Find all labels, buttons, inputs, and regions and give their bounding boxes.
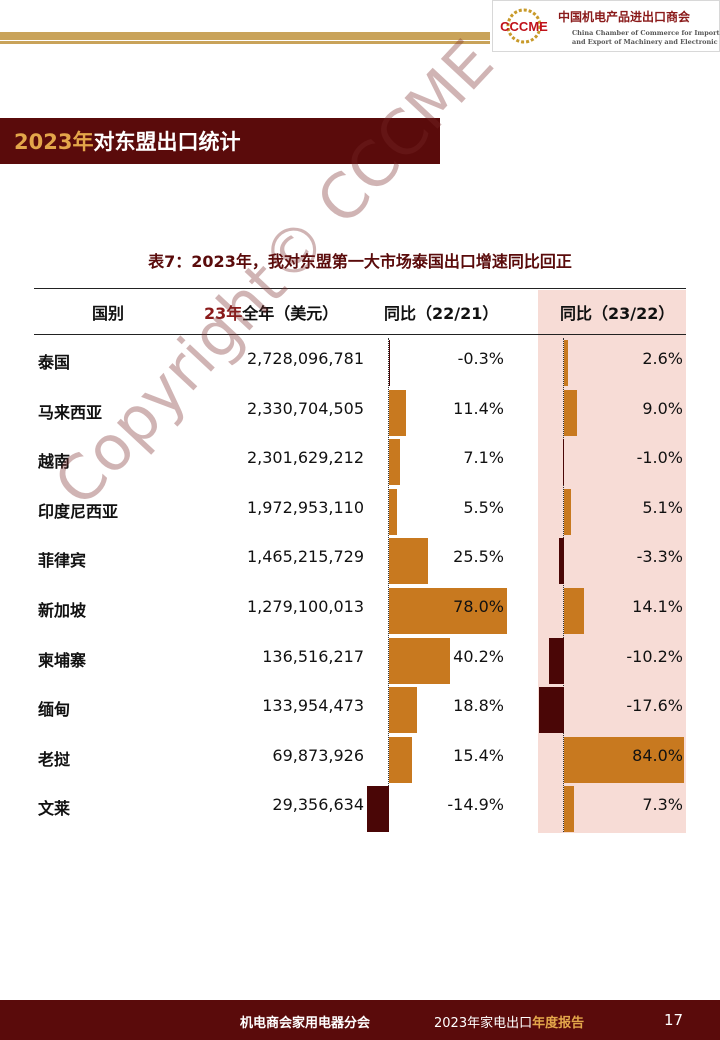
yoy-2221-bar [389, 687, 418, 734]
row-yoy-2221: 78.0% [453, 597, 504, 616]
footer-report-title-plain: 2023年家电出口 [434, 1016, 533, 1031]
col-header-value-year: 23年 [204, 304, 243, 323]
header-stripe-thin [0, 41, 490, 44]
footer-bar [0, 1000, 720, 1040]
cccme-logo-icon: CCCME [500, 8, 548, 44]
row-export-value: 133,954,473 [262, 696, 364, 716]
page-number: 17 [664, 1011, 684, 1029]
row-country: 文莱 [38, 799, 71, 819]
row-yoy-2221: 25.5% [453, 547, 504, 567]
row-yoy-2322: -3.3% [636, 547, 683, 567]
row-country: 马来西亚 [38, 402, 103, 422]
row-yoy-2221: 7.1% [463, 448, 504, 468]
row-country: 越南 [38, 452, 71, 472]
org-name-en-line1: China Chamber of Commerce for Import [572, 29, 720, 37]
yoy-2322-bar [538, 687, 564, 734]
row-yoy-2221: -0.3% [457, 349, 504, 368]
yoy-2322-bar [564, 736, 685, 783]
row-yoy-2322: 9.0% [642, 398, 683, 418]
yoy-2322-bar [564, 786, 575, 833]
col-header-yoy-2322: 同比（23/22） [560, 304, 675, 323]
svg-text:CCCME: CCCME [500, 19, 548, 34]
footer-report-title: 2023年家电出口年度报告 [434, 1012, 584, 1031]
yoy-2221-bar [366, 786, 389, 833]
row-export-value: 1,279,100,013 [246, 597, 364, 616]
col-header-yoy-2221: 同比（22/21） [384, 304, 499, 323]
yoy-2221-bar [389, 588, 507, 634]
row-yoy-2221: 11.4% [453, 398, 504, 418]
row-export-value: 69,873,926 [272, 745, 364, 765]
yoy-2322-bar [562, 439, 564, 486]
yoy-2221-bar [389, 637, 450, 684]
row-country: 泰国 [38, 353, 71, 372]
header-stripe [0, 32, 490, 40]
row-yoy-2322: -17.6% [626, 696, 683, 716]
row-yoy-2221: 18.8% [453, 696, 504, 716]
yoy-2322-zero-axis [563, 338, 564, 832]
copyright-watermark: Copyright© CCCME [40, 25, 508, 520]
yoy-2221-zero-axis [388, 338, 389, 832]
row-export-value: 136,516,217 [262, 646, 364, 666]
row-country: 印度尼西亚 [38, 501, 119, 521]
col-header-value: 23年全年（美元） [204, 300, 338, 324]
row-yoy-2322: -1.0% [636, 448, 683, 468]
row-export-value: 2,728,096,781 [246, 349, 364, 368]
yoy-2221-bar [389, 439, 400, 486]
yoy-2322-bar [564, 389, 577, 436]
row-country: 老挝 [38, 749, 71, 769]
yoy-2322-bar [559, 538, 564, 585]
footer-org: 机电商会家用电器分会 [240, 1016, 371, 1031]
section-title-text: 对东盟出口统计 [93, 130, 241, 154]
row-yoy-2322: 5.1% [642, 497, 683, 517]
row-yoy-2221: -14.9% [447, 795, 504, 815]
row-export-value: 1,972,953,110 [246, 497, 364, 517]
row-country: 菲律宾 [38, 551, 87, 571]
row-yoy-2322: 14.1% [632, 597, 683, 616]
yoy-2322-bar [564, 340, 568, 386]
row-yoy-2221: 15.4% [453, 745, 504, 765]
row-country: 缅甸 [38, 700, 71, 720]
row-export-value: 29,356,634 [272, 795, 364, 815]
section-title-bar [0, 118, 440, 164]
yoy-2221-bar [389, 488, 398, 535]
yoy-2221-bar [388, 340, 390, 386]
col-header-value-rest: 全年（美元） [242, 304, 339, 323]
yoy-2322-bar [564, 488, 572, 535]
row-yoy-2322: 2.6% [642, 349, 683, 368]
logo-panel [492, 0, 720, 52]
row-country: 新加坡 [38, 601, 87, 620]
row-export-value: 2,301,629,212 [246, 448, 364, 468]
row-yoy-2322: 84.0% [632, 745, 683, 765]
table-header-bottom-rule [34, 334, 686, 335]
yoy-2322-bar [549, 637, 564, 684]
row-yoy-2322: -10.2% [626, 646, 683, 666]
section-title: 2023年对东盟出口统计 [14, 126, 240, 156]
row-yoy-2221: 40.2% [453, 646, 504, 666]
row-export-value: 2,330,704,505 [246, 398, 364, 418]
yoy-2322-bar [564, 588, 585, 634]
footer-report-title-highlight: 年度报告 [532, 1016, 585, 1031]
row-yoy-2221: 5.5% [463, 497, 504, 517]
row-export-value: 1,465,215,729 [246, 547, 364, 567]
yoy-2221-bar [389, 736, 413, 783]
table-header-top-rule [34, 288, 686, 289]
row-yoy-2322: 7.3% [642, 795, 683, 815]
org-name-cn: 中国机电产品进出口商会 [558, 10, 691, 24]
yoy-2221-bar [389, 538, 428, 585]
org-name-en-line2: and Export of Machinery and Electronic P… [572, 38, 720, 46]
section-title-year: 2023年 [14, 130, 94, 154]
table-title: 表7：2023年，我对东盟第一大市场泰国出口增速同比回正 [148, 252, 572, 271]
col-header-country: 国别 [92, 304, 125, 323]
yoy-2221-bar [389, 389, 407, 436]
row-country: 柬埔寨 [38, 650, 87, 670]
